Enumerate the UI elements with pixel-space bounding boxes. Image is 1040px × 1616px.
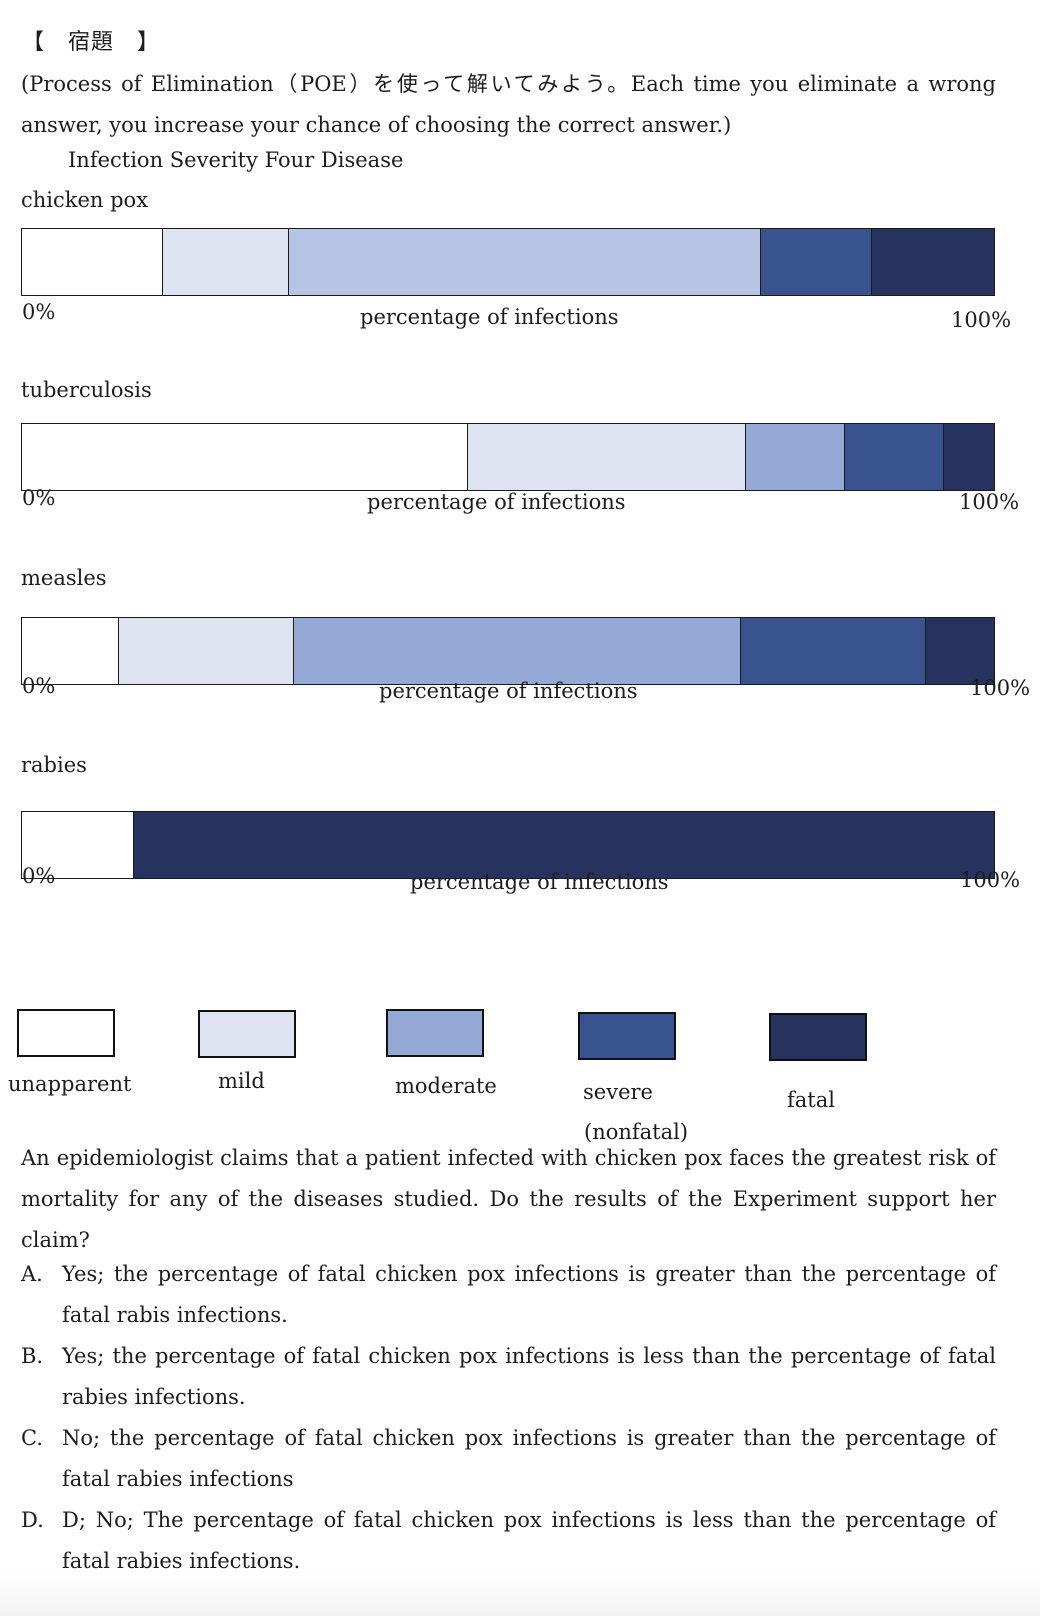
legend-swatch-severe (578, 1012, 676, 1060)
answer-option-c[interactable]: C. No; the percentage of fatal chicken p… (21, 1418, 996, 1500)
legend-item-unapparent (17, 1009, 115, 1057)
legend-swatch-mild (198, 1010, 296, 1058)
option-text-c: No; the percentage of fatal chicken pox … (62, 1426, 996, 1491)
bar-segment-tuberculosis-moderate (746, 424, 846, 490)
legend-item-mild (198, 1010, 296, 1058)
bar-segment-chicken-pox-moderate (289, 229, 761, 295)
legend-label-severe: severe (583, 1080, 653, 1104)
tick-0-chicken-pox: 0% (22, 300, 56, 324)
option-text-d: D; No; The percentage of fatal chicken p… (62, 1508, 996, 1573)
tick-0-measles: 0% (22, 674, 56, 698)
bar-segment-measles-mild (119, 618, 295, 684)
bar-segment-rabies-fatal (133, 812, 994, 878)
bar-segment-tuberculosis-unapparent (22, 424, 469, 490)
bar-segment-measles-fatal (925, 618, 994, 684)
legend-item-fatal (769, 1013, 867, 1061)
intro-text: (Process of Elimination（POE）を使って解いてみよう。E… (21, 72, 996, 137)
bar-chicken-pox (21, 228, 995, 296)
legend-label-mild: mild (218, 1069, 265, 1093)
legend-swatch-unapparent (17, 1009, 115, 1057)
disease-label-tuberculosis: tuberculosis (21, 378, 152, 402)
legend-item-severe (578, 1012, 676, 1060)
answer-option-b[interactable]: B. Yes; the percentage of fatal chicken … (21, 1336, 996, 1418)
legend-label-moderate: moderate (395, 1074, 497, 1098)
tick-100-tuberculosis: 100% (959, 490, 1020, 514)
tick-0-rabies: 0% (22, 864, 56, 888)
legend-label-fatal: fatal (787, 1088, 835, 1112)
option-text-a: Yes; the percentage of fatal chicken pox… (62, 1262, 996, 1327)
bar-segment-tuberculosis-severe (845, 424, 945, 490)
bar-segment-tuberculosis-fatal (944, 424, 994, 490)
bar-segment-chicken-pox-fatal (872, 229, 994, 295)
tick-0-tuberculosis: 0% (22, 486, 56, 510)
tick-100-rabies: 100% (960, 868, 1021, 892)
disease-label-measles: measles (21, 566, 107, 590)
option-letter-a: A. (21, 1262, 43, 1286)
bar-segment-measles-moderate (294, 618, 742, 684)
axis-label-rabies: percentage of infections (410, 870, 669, 894)
bar-tuberculosis (21, 423, 995, 491)
axis-label-chicken-pox: percentage of infections (360, 305, 619, 329)
bar-segment-chicken-pox-severe (760, 229, 873, 295)
tick-100-chicken-pox: 100% (951, 308, 1012, 332)
option-text-b: Yes; the percentage of fatal chicken pox… (62, 1344, 996, 1409)
axis-label-tuberculosis: percentage of infections (367, 490, 626, 514)
legend-label-unapparent: unapparent (8, 1072, 132, 1096)
legend-sublabel-severe: (nonfatal) (584, 1120, 689, 1144)
answer-option-d[interactable]: D. D; No; The percentage of fatal chicke… (21, 1500, 996, 1582)
option-letter-c: C. (21, 1426, 43, 1450)
chart-title: Infection Severity Four Disease (68, 148, 404, 172)
bar-segment-measles-severe (741, 618, 926, 684)
bar-rabies (21, 811, 995, 879)
question-text: An epidemiologist claims that a patient … (21, 1146, 996, 1252)
bar-segment-tuberculosis-mild (468, 424, 747, 490)
bar-segment-measles-unapparent (22, 618, 120, 684)
disease-label-chicken-pox: chicken pox (21, 188, 149, 212)
option-letter-d: D. (21, 1508, 44, 1532)
axis-label-measles: percentage of infections (379, 679, 638, 703)
disease-label-rabies: rabies (21, 753, 87, 777)
legend-swatch-moderate (386, 1009, 484, 1057)
legend-item-moderate (386, 1009, 484, 1057)
bar-segment-chicken-pox-mild (162, 229, 290, 295)
bar-measles (21, 617, 995, 685)
bar-segment-chicken-pox-unapparent (22, 229, 163, 295)
homework-heading: 【 宿題 】 (22, 30, 161, 55)
legend-swatch-fatal (769, 1013, 867, 1061)
answer-option-a[interactable]: A. Yes; the percentage of fatal chicken … (21, 1254, 996, 1336)
bar-segment-rabies-unapparent (22, 812, 134, 878)
tick-100-measles: 100% (970, 676, 1031, 700)
option-letter-b: B. (21, 1344, 44, 1368)
page-bottom-edge (0, 1570, 1040, 1616)
